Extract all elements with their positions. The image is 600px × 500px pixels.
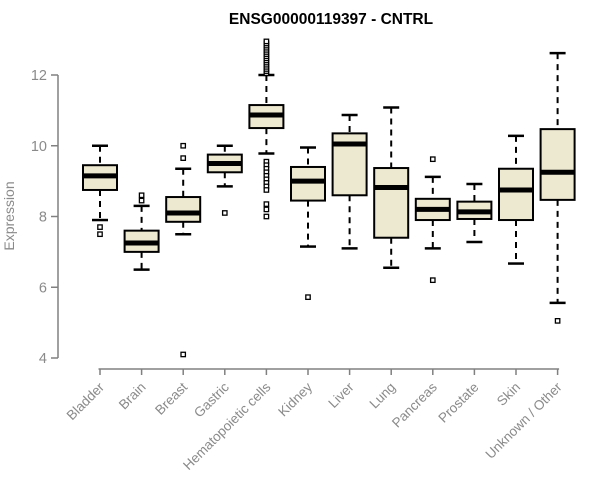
- outlier-point-hematopoietic-cells: [263, 206, 270, 213]
- y-tick-label: 8: [39, 210, 47, 226]
- outlier-point-kidney: [305, 294, 311, 301]
- box-breast: [165, 196, 202, 223]
- outlier-point-brain: [138, 197, 145, 204]
- x-tick-label-skin: Skin: [494, 380, 523, 409]
- chart-title: ENSG00000119397 - CNTRL: [229, 11, 433, 28]
- outlier-point-brain: [138, 192, 145, 199]
- y-axis-title: Expression: [1, 181, 17, 250]
- x-tick-label-kidney: Kidney: [275, 379, 315, 419]
- outlier-point-bladder: [97, 231, 103, 238]
- y-tick-label: 4: [39, 351, 47, 367]
- x-tick-label-breast: Breast: [152, 379, 190, 417]
- y-tick-label: 12: [31, 68, 47, 84]
- box-lung: [373, 167, 410, 239]
- y-tick-label: 10: [31, 139, 47, 155]
- box-unknown-other: [539, 128, 576, 201]
- y-tick-label: 6: [39, 280, 47, 296]
- outlier-point-unknown-other: [554, 318, 561, 324]
- outlier-point-hematopoietic-cells: [263, 213, 270, 220]
- x-tick-label-pancreas: Pancreas: [389, 379, 440, 430]
- outlier-point-breast: [180, 142, 187, 149]
- x-tick-label-prostate: Prostate: [435, 380, 481, 426]
- outlier-point-hematopoietic-cells: [263, 38, 270, 45]
- x-tick-label-brain: Brain: [116, 380, 149, 413]
- outlier-point-bladder: [97, 224, 103, 230]
- outlier-point-breast: [180, 155, 187, 161]
- outlier-point-gastric: [221, 210, 228, 216]
- outlier-point-hematopoietic-cells: [263, 187, 270, 193]
- x-tick-label-bladder: Bladder: [64, 379, 108, 423]
- outlier-point-breast: [180, 351, 187, 358]
- box-kidney: [290, 165, 326, 202]
- x-tick-label-gastric: Gastric: [191, 379, 232, 420]
- box-skin: [498, 167, 534, 222]
- x-tick-label-unknown-other: Unknown / Other: [482, 379, 565, 462]
- outlier-point-pancreas: [429, 277, 436, 284]
- x-tick-label-liver: Liver: [325, 379, 357, 411]
- outlier-point-hematopoietic-cells: [263, 201, 270, 207]
- outlier-point-pancreas: [429, 156, 436, 163]
- x-tick-label-lung: Lung: [366, 380, 398, 412]
